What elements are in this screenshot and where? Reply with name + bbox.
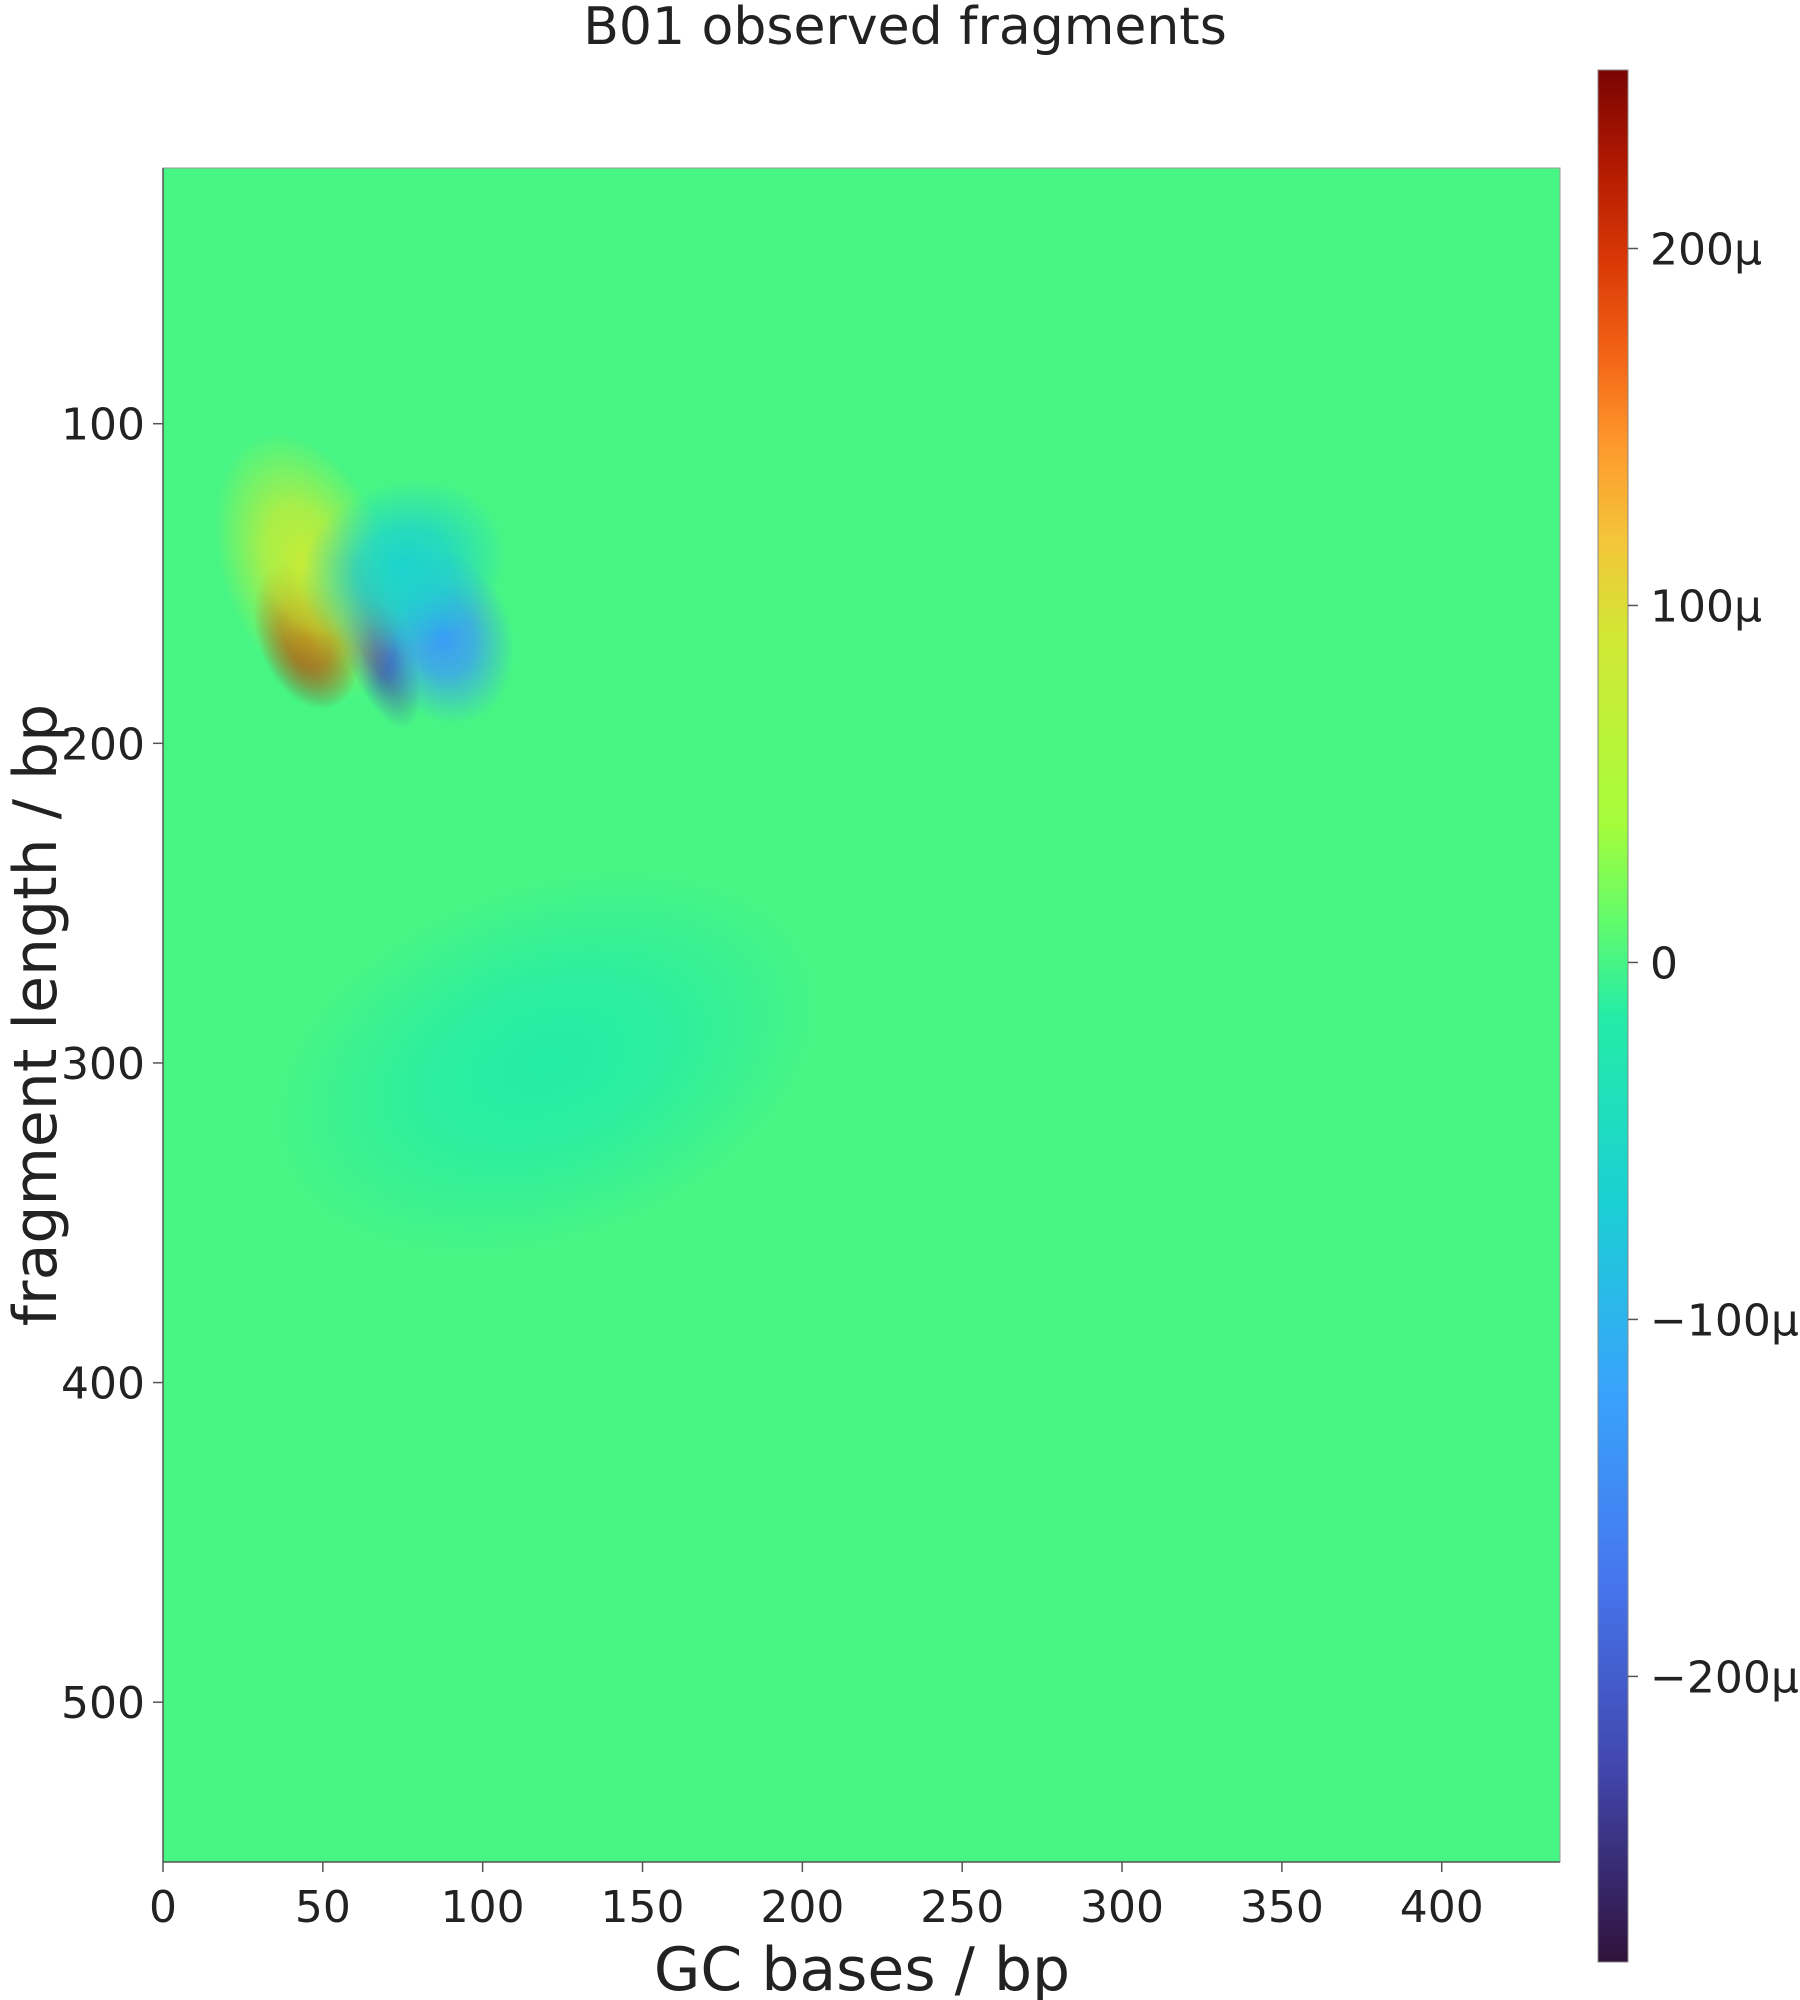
colorbar-tick-label: 200μ [1650, 224, 1762, 275]
x-tick-label: 250 [920, 1882, 1004, 1933]
x-tick-label: 100 [441, 1882, 525, 1933]
heatmap-hotspots [214, 432, 818, 1255]
colorbar-tick-label: −200μ [1650, 1652, 1799, 1703]
colorbar-tick-label: 0 [1650, 938, 1678, 989]
x-tick-label: 350 [1240, 1882, 1324, 1933]
y-tick-label: 100 [61, 400, 145, 451]
x-tick-label: 200 [760, 1882, 844, 1933]
y-tick-label: 300 [61, 1039, 145, 1090]
x-tick-label: 50 [295, 1882, 351, 1933]
x-tick-label: 0 [149, 1882, 177, 1933]
colorbar-ticks: 200μ 100μ 0 −100μ −200μ [1628, 224, 1799, 1703]
colorbar-gradient [1597, 69, 1629, 1963]
colorbar-tick-label: −100μ [1650, 1295, 1799, 1346]
colorbar-tick-label: 100μ [1650, 581, 1762, 632]
x-tick-label: 400 [1400, 1882, 1484, 1933]
x-axis: 0 50 100 150 200 250 300 350 400 [149, 1861, 1560, 1933]
plot-area [162, 167, 1561, 1863]
heatmap-hotspot [299, 480, 507, 655]
y-axis: 100 200 300 400 500 [61, 168, 164, 1862]
colorbar: 200μ 100μ 0 −100μ −200μ [1597, 69, 1799, 1963]
x-tick-label: 300 [1080, 1882, 1164, 1933]
y-axis-label: fragment length / bp [1, 704, 71, 1326]
y-tick-label: 200 [61, 719, 145, 770]
y-tick-label: 500 [61, 1678, 145, 1729]
y-tick-label: 400 [61, 1359, 145, 1410]
x-axis-label: GC bases / bp [654, 1935, 1070, 2000]
chart-title: B01 observed fragments [583, 0, 1227, 57]
x-tick-label: 150 [601, 1882, 685, 1933]
heatmap-hotspot [275, 871, 818, 1255]
